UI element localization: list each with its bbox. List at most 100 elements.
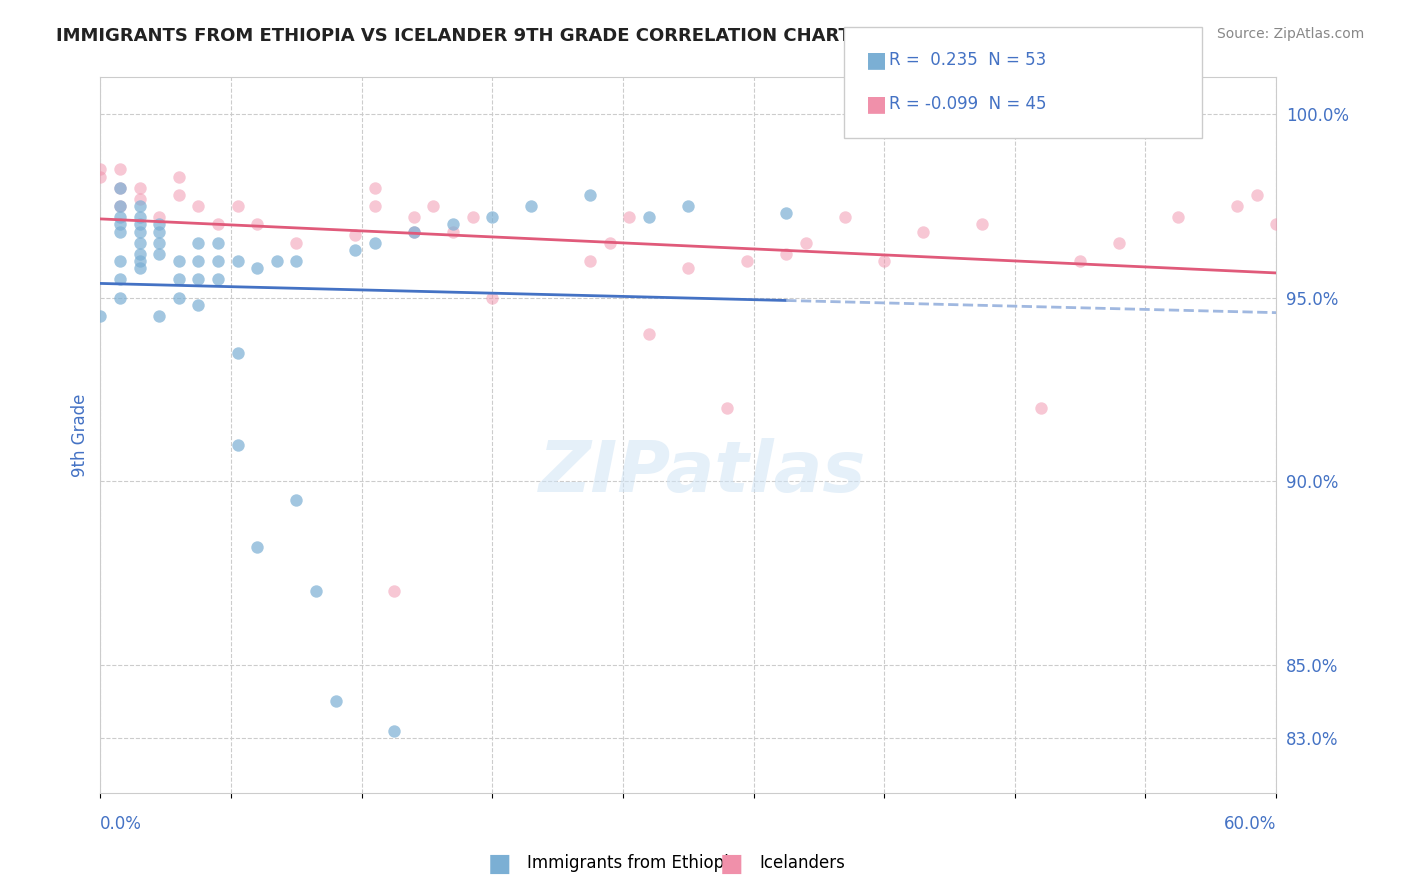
Text: ■: ■ — [866, 95, 887, 114]
Text: Source: ZipAtlas.com: Source: ZipAtlas.com — [1216, 27, 1364, 41]
Point — [187, 235, 209, 250]
Point — [108, 272, 131, 286]
Point — [912, 225, 935, 239]
Point — [226, 345, 249, 359]
Point — [207, 272, 229, 286]
Point — [128, 225, 150, 239]
Point — [325, 694, 347, 708]
Text: ■: ■ — [866, 50, 887, 70]
Point — [363, 180, 385, 194]
Point — [873, 254, 896, 268]
Point — [1029, 401, 1052, 415]
Point — [246, 217, 269, 231]
Point — [207, 235, 229, 250]
Point — [226, 254, 249, 268]
Point — [285, 492, 308, 507]
Point — [716, 401, 738, 415]
Point — [676, 199, 699, 213]
Point — [619, 210, 641, 224]
Text: Icelanders: Icelanders — [759, 855, 845, 872]
Point — [187, 254, 209, 268]
Text: Immigrants from Ethiopia: Immigrants from Ethiopia — [527, 855, 740, 872]
Point — [305, 584, 328, 599]
Point — [226, 437, 249, 451]
Point — [108, 180, 131, 194]
Point — [128, 180, 150, 194]
Point — [207, 217, 229, 231]
Point — [108, 199, 131, 213]
Point — [363, 235, 385, 250]
Point — [461, 210, 484, 224]
Point — [1246, 188, 1268, 202]
Point — [441, 225, 464, 239]
Point — [285, 254, 308, 268]
Point — [128, 246, 150, 260]
Point — [108, 225, 131, 239]
Point — [148, 235, 170, 250]
Point — [382, 584, 405, 599]
Text: ZIPatlas: ZIPatlas — [540, 438, 866, 508]
Point — [207, 254, 229, 268]
Point — [226, 199, 249, 213]
Point — [735, 254, 758, 268]
Point — [363, 199, 385, 213]
Point — [246, 261, 269, 276]
Point — [128, 199, 150, 213]
Point — [128, 192, 150, 206]
Point — [148, 246, 170, 260]
Point — [128, 261, 150, 276]
Point — [481, 291, 503, 305]
Point — [402, 225, 425, 239]
Text: R =  0.235  N = 53: R = 0.235 N = 53 — [889, 51, 1046, 69]
Point — [834, 210, 856, 224]
Point — [187, 298, 209, 312]
Point — [167, 169, 190, 184]
Point — [481, 210, 503, 224]
Point — [128, 254, 150, 268]
Point — [167, 291, 190, 305]
Point — [128, 235, 150, 250]
Point — [794, 235, 817, 250]
Point — [344, 243, 367, 257]
Point — [187, 272, 209, 286]
Point — [266, 254, 288, 268]
Point — [638, 210, 661, 224]
Point — [441, 217, 464, 231]
Point — [775, 206, 797, 220]
Text: ■: ■ — [488, 852, 510, 875]
Point — [167, 254, 190, 268]
Point — [89, 162, 111, 177]
Point — [108, 210, 131, 224]
Point — [167, 188, 190, 202]
Point — [638, 327, 661, 342]
Point — [344, 228, 367, 243]
Point — [148, 309, 170, 323]
Point — [285, 235, 308, 250]
Point — [167, 272, 190, 286]
Point — [422, 199, 444, 213]
Point — [108, 199, 131, 213]
Point — [108, 217, 131, 231]
Text: R = -0.099  N = 45: R = -0.099 N = 45 — [889, 95, 1046, 113]
Text: IMMIGRANTS FROM ETHIOPIA VS ICELANDER 9TH GRADE CORRELATION CHART: IMMIGRANTS FROM ETHIOPIA VS ICELANDER 9T… — [56, 27, 851, 45]
Text: ■: ■ — [720, 852, 742, 875]
Point — [972, 217, 994, 231]
Point — [128, 217, 150, 231]
Point — [579, 188, 602, 202]
Point — [676, 261, 699, 276]
Point — [1265, 217, 1288, 231]
Point — [402, 225, 425, 239]
Point — [382, 723, 405, 738]
Point — [148, 225, 170, 239]
Point — [1069, 254, 1091, 268]
Text: 60.0%: 60.0% — [1223, 815, 1277, 833]
Point — [599, 235, 621, 250]
Point — [128, 210, 150, 224]
Point — [148, 210, 170, 224]
Text: 0.0%: 0.0% — [100, 815, 142, 833]
Point — [1226, 199, 1249, 213]
Point — [1167, 210, 1189, 224]
Point — [108, 291, 131, 305]
Point — [108, 254, 131, 268]
Point — [89, 309, 111, 323]
